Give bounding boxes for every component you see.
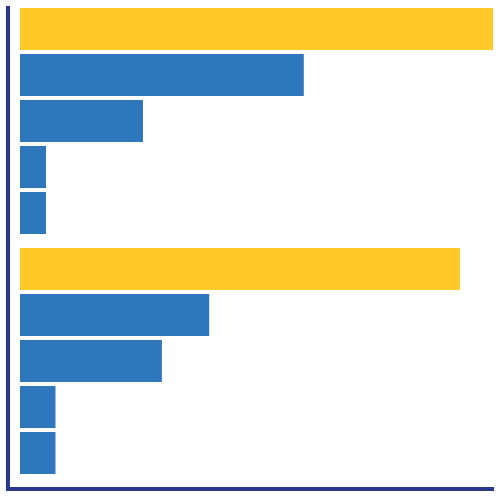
bar-group-2-bar-4: [20, 386, 56, 428]
bar-group-2-bar-5: [20, 432, 56, 474]
bar-group-1-bar-5: [20, 192, 47, 234]
bar-group-1-bar-3: [20, 100, 143, 142]
bars-layer: [20, 8, 493, 474]
bar-group-2-bar-2: [20, 294, 210, 336]
bar-group-1-bar-1: [20, 8, 493, 50]
bar-group-2-bar-1: [20, 248, 460, 290]
bar-group-1-bar-2: [20, 54, 304, 96]
bar-group-1-bar-4: [20, 146, 47, 188]
bar-group-2-bar-3: [20, 340, 162, 382]
